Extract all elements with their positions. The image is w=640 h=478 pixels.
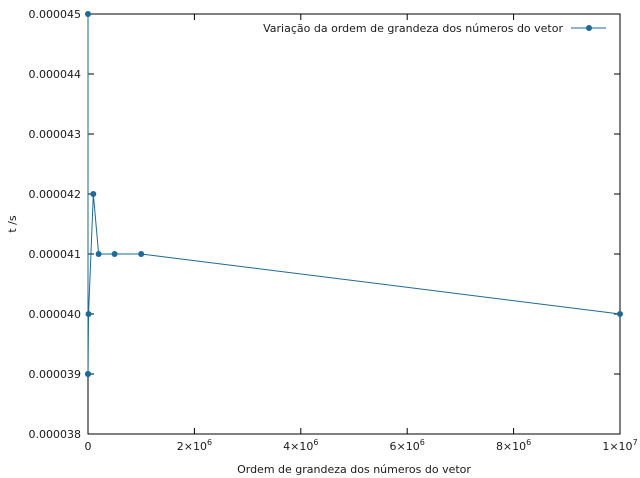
x-tick-exponent: 6 (313, 438, 318, 447)
legend-label: Variação da ordem de grandeza dos número… (263, 22, 563, 35)
x-tick-label: 0 (85, 440, 92, 453)
x-axis-ticks: 0 2×106 4×106 6×106 8×106 1×107 (85, 14, 638, 453)
plot-frame (87, 13, 621, 435)
data-point (111, 251, 118, 257)
x-tick-exponent: 6 (207, 438, 212, 447)
x-axis-label: Ordem de grandeza dos números do vetor (237, 463, 471, 476)
y-tick-label: 0.000041 (29, 248, 82, 261)
data-point (138, 251, 145, 257)
series-line (87, 13, 621, 375)
data-point (95, 251, 102, 257)
series-layer (85, 11, 623, 377)
data-point (85, 11, 92, 17)
legend-marker (586, 25, 592, 31)
x-tick-label: 2×106 (177, 438, 212, 453)
y-tick-label: 0.000039 (29, 368, 82, 381)
data-point (617, 311, 623, 317)
x-tick-label: 4×106 (283, 438, 318, 453)
y-tick-label: 0.000040 (29, 308, 82, 321)
x-tick-exponent: 6 (420, 438, 425, 447)
y-tick-label: 0.000044 (29, 68, 82, 81)
y-tick-label: 0.000038 (29, 428, 82, 441)
x-tick-label: 1×107 (602, 438, 637, 453)
y-axis-ticks: 0.000038 0.000039 0.000040 0.000041 0.000042… (29, 8, 620, 441)
x-tick-exponent: 6 (526, 438, 531, 447)
x-tick-label: 8×106 (496, 438, 531, 453)
data-point (90, 191, 97, 197)
x-tick-exponent: 7 (633, 438, 638, 447)
data-point (85, 371, 92, 377)
y-axis-label: t /s (6, 215, 19, 233)
y-tick-label: 0.000042 (29, 188, 82, 201)
data-point (85, 311, 92, 317)
x-tick-label: 6×106 (390, 438, 425, 453)
legend: Variação da ordem de grandeza dos número… (263, 22, 606, 35)
y-tick-label: 0.000045 (29, 8, 82, 21)
y-tick-label: 0.000043 (29, 128, 82, 141)
